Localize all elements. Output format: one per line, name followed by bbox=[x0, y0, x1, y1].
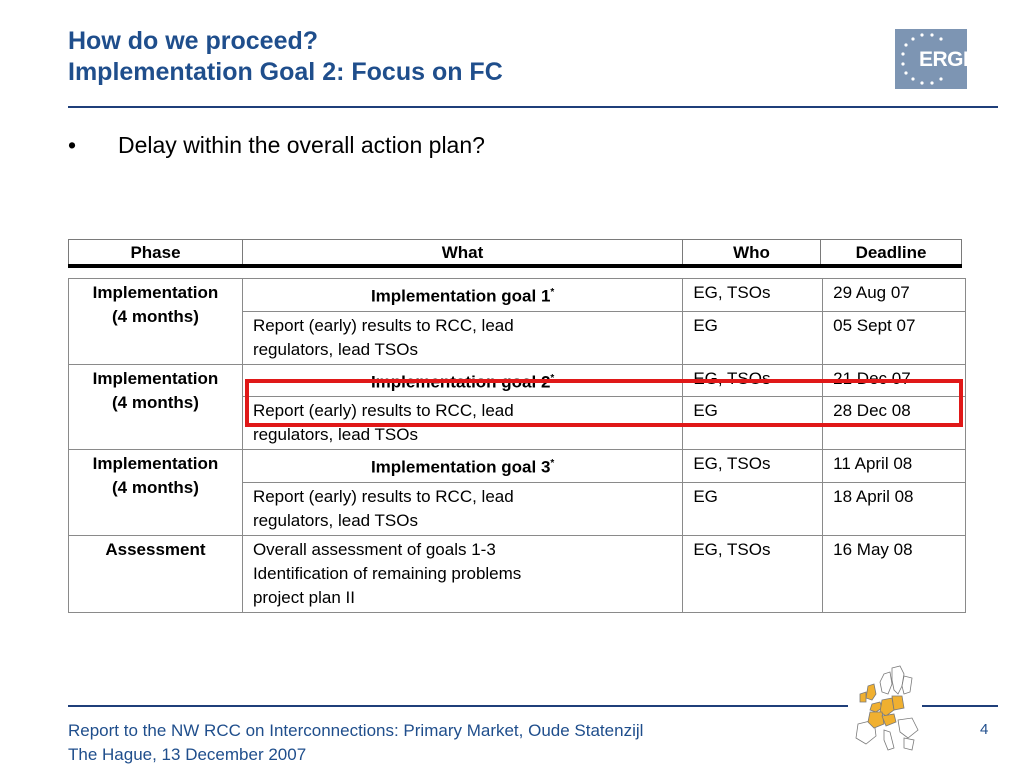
phase-cell: Implementation (4 months) bbox=[68, 449, 243, 536]
slide-title-line1: How do we proceed? bbox=[68, 27, 319, 55]
europe-map-icon bbox=[855, 665, 919, 751]
deadline-cell: 16 May 08 bbox=[822, 534, 966, 613]
table-header: Phase What Who Deadline bbox=[68, 239, 962, 266]
slide-title: How do we proceed? Implementation Goal 2… bbox=[68, 26, 503, 88]
bullet-text: Delay within the overall action plan? bbox=[118, 132, 485, 158]
column-header-what: What bbox=[243, 240, 683, 265]
who-cell: EG bbox=[682, 310, 824, 365]
footer-line2: The Hague, 13 December 2007 bbox=[68, 745, 307, 764]
footer-text: Report to the NW RCC on Interconnections… bbox=[68, 719, 643, 767]
deadline-cell: 05 Sept 07 bbox=[822, 310, 966, 365]
highlight-box bbox=[245, 379, 963, 427]
goal-cell: Implementation goal 1* bbox=[241, 278, 684, 312]
star-circle-icon bbox=[901, 33, 943, 85]
goal-cell: Implementation goal 3* bbox=[241, 449, 684, 483]
phase-cell: Implementation (4 months) bbox=[68, 363, 243, 451]
deadline-cell: 11 April 08 bbox=[822, 449, 966, 483]
column-header-deadline: Deadline bbox=[855, 243, 927, 262]
who-cell: EG bbox=[682, 481, 824, 536]
phase-cell: Implementation (4 months) bbox=[68, 278, 243, 365]
what-cell: Report (early) results to RCC, lead regul… bbox=[241, 310, 684, 365]
table-row: Report (early) results to RCC, lead regul… bbox=[69, 310, 966, 365]
phase-cell: Assessment bbox=[68, 534, 243, 613]
table-row: Assessment Overall assessment of goals 1… bbox=[68, 534, 966, 613]
what-cell: Report (early) results to RCC, lead regul… bbox=[241, 481, 684, 536]
footer-divider-right bbox=[922, 705, 998, 707]
deadline-cell: 18 April 08 bbox=[822, 481, 966, 536]
table-row: Implementation (4 months) Implementation … bbox=[68, 449, 966, 536]
page-number: 4 bbox=[980, 721, 989, 738]
action-plan-table: Implementation (4 months) Implementation … bbox=[68, 278, 966, 613]
deadline-cell: 29 Aug 07 bbox=[822, 278, 966, 312]
column-header-phase: Phase bbox=[69, 240, 243, 265]
who-cell: EG, TSOs bbox=[682, 534, 824, 613]
who-cell: EG, TSOs bbox=[682, 449, 824, 483]
footer-divider bbox=[68, 705, 848, 707]
ergeg-logo: ERGEG bbox=[895, 29, 967, 89]
logo-text: ERGEG bbox=[919, 48, 967, 71]
table-header-underline bbox=[68, 264, 962, 268]
bullet-icon: • bbox=[68, 132, 77, 158]
who-cell: EG, TSOs bbox=[682, 278, 824, 312]
what-cell: Overall assessment of goals 1-3 Identifi… bbox=[241, 534, 684, 613]
table-row: Report (early) results to RCC, lead regul… bbox=[69, 396, 966, 451]
table-row: Implementation (4 months) Implementation … bbox=[68, 278, 966, 365]
slide-title-line2: Implementation Goal 2: Focus on FC bbox=[68, 58, 503, 86]
header-divider bbox=[68, 106, 998, 108]
footer-line1: Report to the NW RCC on Interconnections… bbox=[68, 721, 644, 740]
column-header-who: Who bbox=[683, 240, 821, 265]
